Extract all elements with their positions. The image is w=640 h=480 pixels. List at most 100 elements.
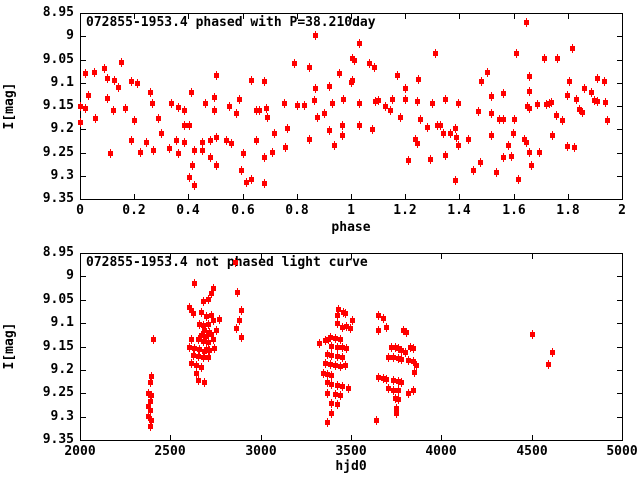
y-tick: [81, 417, 86, 418]
data-point: [393, 343, 398, 352]
x-tick: [188, 14, 189, 19]
x-tick: [514, 14, 515, 19]
data-point: [494, 168, 499, 177]
data-point: [524, 18, 529, 27]
data-point: [270, 148, 275, 157]
data-point: [412, 368, 417, 377]
data-point: [148, 378, 153, 387]
data-point: [357, 121, 362, 130]
data-point: [546, 360, 551, 369]
data-point: [433, 49, 438, 58]
data-point: [529, 161, 534, 170]
data-point: [595, 97, 600, 106]
data-point: [373, 97, 378, 106]
data-point: [244, 178, 249, 187]
data-point: [403, 84, 408, 93]
x-tick: [532, 435, 533, 440]
y-tick: [617, 199, 622, 200]
data-point: [592, 96, 597, 105]
y-tick: [81, 199, 86, 200]
data-point: [146, 389, 151, 398]
data-point: [211, 316, 216, 325]
data-point: [340, 323, 345, 332]
data-point: [214, 133, 219, 142]
data-point: [262, 77, 267, 86]
data-point: [595, 74, 600, 83]
x-tick: [261, 254, 262, 259]
x-tick: [514, 194, 515, 199]
data-point: [201, 297, 206, 306]
y-tick-label: 9.35: [42, 432, 74, 447]
data-point: [333, 361, 338, 370]
x-tick-label: 2000: [64, 444, 96, 459]
x-tick-label: 2500: [154, 444, 186, 459]
y-tick: [617, 276, 622, 277]
data-point: [123, 104, 128, 113]
data-point: [394, 409, 399, 418]
x-tick: [622, 254, 623, 259]
data-point: [501, 89, 506, 98]
data-point: [338, 335, 343, 344]
data-point: [489, 92, 494, 101]
y-tick-label: 8.95: [42, 245, 74, 260]
x-tick-label: 2: [618, 203, 626, 218]
x-tick-label: 5000: [606, 444, 638, 459]
data-point: [199, 331, 204, 340]
data-point: [340, 343, 345, 352]
data-point: [148, 88, 153, 97]
data-point: [430, 99, 435, 108]
x-tick: [459, 194, 460, 199]
data-point: [111, 106, 116, 115]
y-tick: [81, 440, 86, 441]
data-point: [313, 31, 318, 40]
y-tick: [81, 153, 86, 154]
data-point: [370, 125, 375, 134]
data-point: [527, 87, 532, 96]
data-point: [187, 343, 192, 352]
x-tick: [622, 194, 623, 199]
data-point: [211, 335, 216, 344]
y-tick: [81, 129, 86, 130]
data-point: [605, 116, 610, 125]
data-point: [283, 143, 288, 152]
data-point: [381, 314, 386, 323]
data-point: [335, 381, 340, 390]
data-point: [146, 402, 151, 411]
data-point: [211, 284, 216, 293]
x-tick: [351, 254, 352, 259]
x-tick: [170, 254, 171, 259]
data-point: [479, 77, 484, 86]
data-point: [374, 416, 379, 425]
data-point: [262, 179, 267, 188]
data-point: [514, 49, 519, 58]
data-point: [209, 330, 214, 339]
data-point: [367, 59, 372, 68]
data-point: [129, 136, 134, 145]
data-point: [192, 146, 197, 155]
data-point: [241, 149, 246, 158]
data-point: [406, 156, 411, 165]
data-point: [376, 96, 381, 105]
data-point: [206, 338, 211, 347]
x-tick-label: 3000: [245, 444, 277, 459]
data-point: [239, 333, 244, 342]
data-point: [386, 353, 391, 362]
y-tick: [81, 347, 86, 348]
y-tick: [81, 83, 86, 84]
data-point: [212, 344, 217, 353]
data-point: [132, 116, 137, 125]
data-point: [580, 108, 585, 117]
y-tick-label: 9.15: [42, 339, 74, 354]
data-point: [149, 391, 154, 400]
data-point: [506, 141, 511, 150]
data-point: [401, 326, 406, 335]
data-point: [329, 371, 334, 380]
data-point: [549, 98, 554, 107]
data-point: [329, 380, 334, 389]
x-tick-label: 1: [347, 203, 355, 218]
y-tick: [617, 153, 622, 154]
data-point: [456, 141, 461, 150]
y-tick-label: 9.3: [50, 409, 74, 424]
data-point: [335, 311, 340, 320]
data-point: [340, 121, 345, 130]
